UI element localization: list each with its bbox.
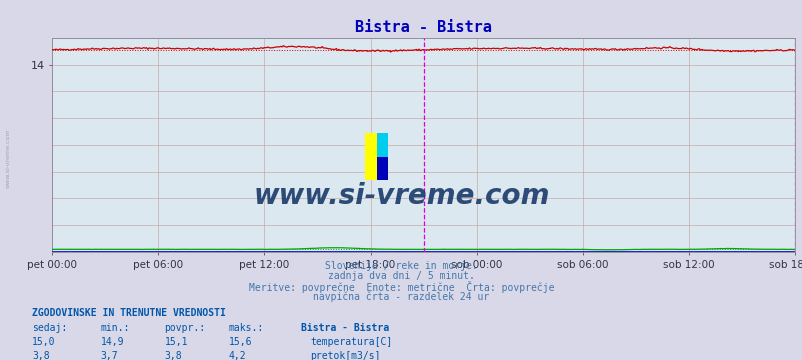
Text: sedaj:: sedaj: xyxy=(32,323,67,333)
Text: 15,0: 15,0 xyxy=(32,337,55,347)
Text: 15,1: 15,1 xyxy=(164,337,188,347)
Bar xyxy=(376,133,387,157)
Text: 15,6: 15,6 xyxy=(229,337,252,347)
Text: Meritve: povprečne  Enote: metrične  Črta: povprečje: Meritve: povprečne Enote: metrične Črta:… xyxy=(249,281,553,293)
Text: navpična črta - razdelek 24 ur: navpična črta - razdelek 24 ur xyxy=(313,291,489,302)
Text: pretok[m3/s]: pretok[m3/s] xyxy=(310,351,380,360)
Bar xyxy=(365,133,376,180)
Text: www.si-vreme.com: www.si-vreme.com xyxy=(253,182,549,210)
Text: ZGODOVINSKE IN TRENUTNE VREDNOSTI: ZGODOVINSKE IN TRENUTNE VREDNOSTI xyxy=(32,308,225,318)
Text: 4,2: 4,2 xyxy=(229,351,246,360)
Text: Bistra - Bistra: Bistra - Bistra xyxy=(301,323,389,333)
Text: temperatura[C]: temperatura[C] xyxy=(310,337,391,347)
Text: 14,9: 14,9 xyxy=(100,337,124,347)
Text: min.:: min.: xyxy=(100,323,130,333)
Text: povpr.:: povpr.: xyxy=(164,323,205,333)
Text: www.si-vreme.com: www.si-vreme.com xyxy=(6,129,10,188)
Text: 3,8: 3,8 xyxy=(32,351,50,360)
Bar xyxy=(376,157,387,180)
Text: Slovenija / reke in morje.: Slovenija / reke in morje. xyxy=(325,261,477,271)
Title: Bistra - Bistra: Bistra - Bistra xyxy=(354,20,492,35)
Text: maks.:: maks.: xyxy=(229,323,264,333)
Text: 3,7: 3,7 xyxy=(100,351,118,360)
Text: zadnja dva dni / 5 minut.: zadnja dva dni / 5 minut. xyxy=(328,271,474,281)
Text: 3,8: 3,8 xyxy=(164,351,182,360)
